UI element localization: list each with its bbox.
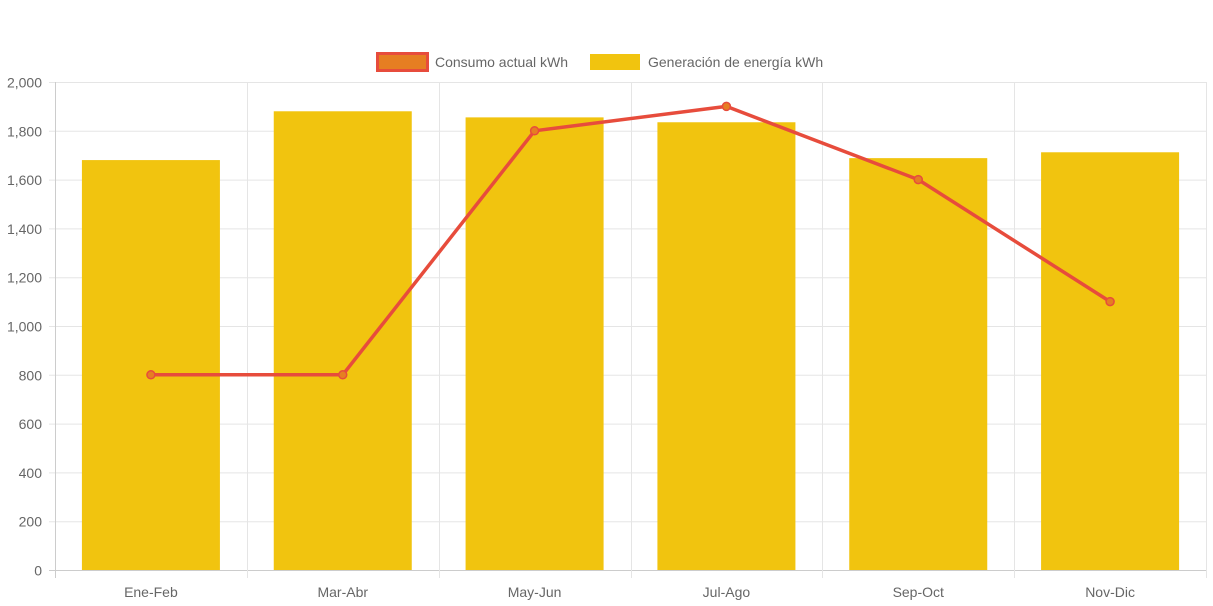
- y-tick-label: 1,800: [7, 123, 42, 139]
- line-consumo: [150, 104, 1112, 377]
- bar-generacion: [849, 158, 988, 571]
- point-consumo: [721, 101, 732, 112]
- x-tick-label: Mar-Abr: [317, 584, 368, 600]
- bar-generacion: [657, 122, 796, 570]
- legend-label-consumo: Consumo actual kWh: [435, 54, 568, 70]
- y-tick-label: 1,200: [7, 270, 42, 286]
- point-consumo: [146, 370, 156, 380]
- y-tick-label: 0: [34, 563, 42, 579]
- y-tick-label: 1,600: [7, 172, 42, 188]
- bar-generacion: [1041, 152, 1180, 570]
- legend-label-generacion: Generación de energía kWh: [648, 54, 823, 70]
- y-tick-label: 400: [19, 465, 43, 481]
- y-tick-label: 800: [19, 367, 43, 383]
- legend-swatch-generacion: [590, 54, 640, 70]
- point-consumo: [338, 370, 348, 380]
- x-tick-label: Jul-Ago: [703, 584, 751, 600]
- bar-generacion: [81, 160, 220, 570]
- y-tick-label: 600: [19, 416, 43, 432]
- legend-swatch-consumo: [376, 52, 429, 72]
- y-tick-label: 1,000: [7, 319, 42, 335]
- bar-generacion: [465, 117, 604, 570]
- point-consumo: [913, 174, 923, 185]
- point-consumo: [529, 126, 540, 136]
- x-tick-label: Ene-Feb: [124, 584, 178, 600]
- y-tick-label: 2,000: [7, 75, 42, 91]
- y-tick-label: 1,400: [7, 221, 42, 237]
- y-tick-label: 200: [19, 514, 43, 530]
- point-consumo: [1105, 296, 1115, 307]
- x-tick-label: May-Jun: [508, 584, 562, 600]
- x-tick-label: Sep-Oct: [893, 584, 944, 600]
- bar-generacion: [273, 111, 412, 570]
- x-tick-label: Nov-Dic: [1085, 584, 1135, 600]
